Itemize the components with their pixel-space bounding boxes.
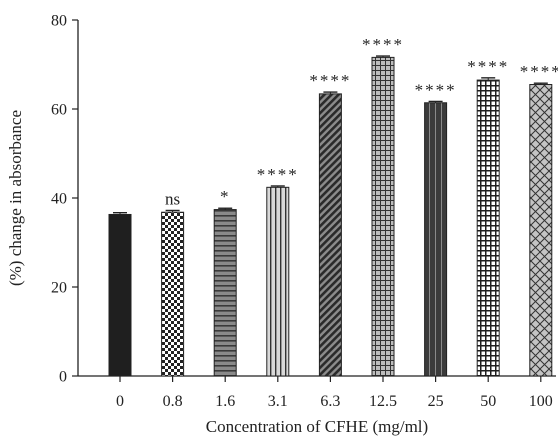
bar [424, 102, 448, 377]
x-tick-label: 100 [529, 393, 553, 410]
y-axis-title: (%) change in absorbance [6, 110, 25, 286]
bar [318, 93, 342, 377]
y-tick-label: 40 [51, 191, 67, 208]
x-axis-title: Concentration of CFHE (mg/ml) [206, 417, 428, 436]
y-tick-label: 80 [51, 13, 67, 30]
significance-label: **** [415, 80, 457, 99]
x-tick-label: 0.8 [163, 393, 183, 410]
y-tick-label: 0 [59, 369, 67, 386]
x-tick-label: 25 [428, 393, 444, 410]
significance-label: * [220, 187, 231, 206]
y-tick-label: 60 [51, 102, 67, 119]
bar [213, 209, 237, 377]
bar [266, 186, 290, 377]
significance-label: **** [520, 62, 558, 81]
y-tick-label: 20 [51, 280, 67, 297]
bar [476, 79, 500, 377]
bar [108, 213, 132, 377]
significance-label: **** [467, 57, 509, 76]
x-tick-label: 12.5 [369, 393, 397, 410]
plot-area: 0 20 40 60 80 0 0.8 ns 1.6 * 3.1 **** 6.3 **** 12.5 ***… [51, 13, 558, 411]
significance-label: **** [257, 165, 299, 184]
bar [529, 84, 553, 377]
bar [161, 211, 185, 377]
significance-label: **** [309, 71, 351, 90]
x-tick-label: 6.3 [320, 393, 340, 410]
x-tick-label: 0 [116, 393, 124, 410]
x-tick-label: 3.1 [268, 393, 288, 410]
x-tick-label: 1.6 [215, 393, 235, 410]
significance-label: **** [362, 35, 404, 54]
bar [371, 56, 395, 377]
x-tick-label: 50 [480, 393, 496, 410]
significance-label: ns [165, 189, 180, 208]
